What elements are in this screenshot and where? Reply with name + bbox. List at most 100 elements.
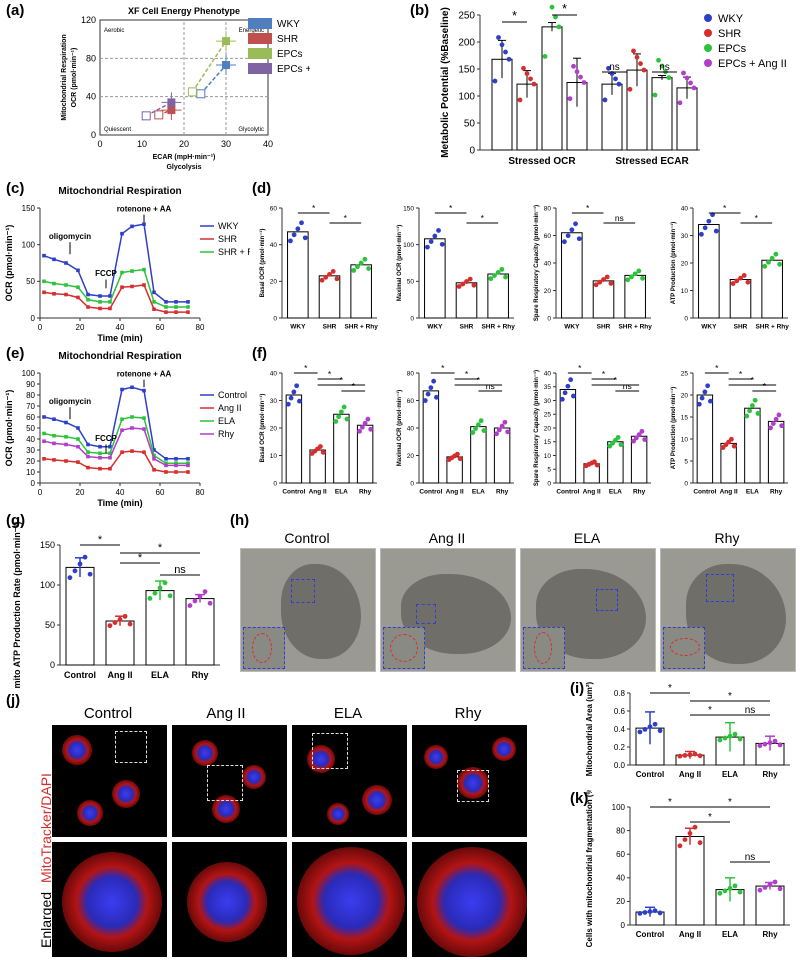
significance-label: *	[312, 203, 316, 213]
significance-label: *	[481, 213, 485, 223]
y-tick-label: 0.6	[614, 707, 626, 716]
data-point	[318, 444, 323, 449]
data-point	[455, 451, 460, 457]
y-tick-label: 0	[31, 479, 36, 488]
data-point	[642, 910, 648, 915]
data-point	[495, 270, 501, 275]
data-point	[492, 273, 497, 278]
data-point	[108, 306, 112, 311]
significance-label: *	[344, 213, 348, 223]
category-label: SHR	[597, 324, 611, 331]
data-point	[98, 306, 102, 311]
chart-metabolic-potential: 0 50 100 150 200 250 Metabolic Potential (%Bas…	[440, 1, 787, 167]
data-point	[130, 426, 134, 430]
data-point	[478, 418, 484, 424]
data-point	[692, 751, 698, 757]
data-point	[164, 300, 168, 304]
data-point	[152, 448, 156, 452]
y-tick-label: 0	[621, 921, 626, 930]
data-point	[499, 42, 505, 48]
significance-label: *	[578, 363, 582, 373]
data-point	[571, 63, 576, 69]
data-point	[341, 404, 347, 410]
y-tick-label: 5	[684, 458, 688, 465]
significance-label: *	[708, 705, 712, 716]
x-tick-label: 20	[76, 488, 85, 497]
quadrant-label: Quiescent	[104, 127, 131, 133]
data-point	[722, 888, 728, 894]
data-point	[67, 575, 73, 581]
data-point	[553, 14, 558, 20]
panel-label-c: (c)	[6, 180, 25, 197]
data-point	[108, 444, 112, 449]
y-tick-label: 20	[407, 453, 415, 460]
data-point	[677, 100, 683, 106]
data-point	[64, 420, 68, 425]
data-point	[42, 279, 46, 284]
data-point	[631, 438, 636, 444]
category-label: Ang II	[446, 489, 464, 496]
confocal-control	[52, 725, 167, 837]
data-point	[731, 443, 737, 449]
y-tick-label: 0	[684, 315, 688, 322]
data-point	[772, 879, 778, 885]
data-point	[773, 416, 779, 422]
data-point	[652, 908, 658, 914]
data-point	[464, 279, 469, 284]
data-point	[192, 598, 198, 604]
data-point	[565, 383, 571, 389]
enlarged-rhy	[412, 842, 527, 957]
data-point	[365, 416, 371, 422]
significance-label: *	[751, 375, 755, 385]
data-point	[164, 470, 168, 474]
y-tick-label: 30	[544, 398, 552, 405]
data-point	[76, 268, 80, 273]
y-tick-label: 80	[407, 370, 415, 377]
data-point	[187, 603, 193, 608]
category-label: ELA	[746, 489, 759, 496]
legend-marker	[704, 14, 712, 22]
data-point	[147, 596, 153, 601]
y-tick-label: 20	[270, 279, 278, 286]
data-point	[757, 743, 763, 749]
data-point	[767, 882, 773, 888]
data-point	[684, 75, 690, 81]
data-point	[42, 290, 46, 295]
x-tick-label: 0	[38, 323, 43, 332]
series-line	[43, 450, 188, 473]
data-point	[297, 398, 302, 404]
data-point	[302, 235, 308, 241]
data-point	[319, 277, 325, 283]
data-point	[291, 232, 297, 238]
legend-label: ELA	[218, 416, 235, 426]
data-point	[682, 837, 688, 842]
data-point	[738, 275, 743, 281]
data-point	[72, 568, 78, 574]
data-point	[460, 281, 466, 287]
data-point	[186, 463, 190, 468]
data-point	[762, 885, 768, 890]
quadrant-label: Glycolytic	[238, 127, 264, 133]
y-tick-label: 0	[31, 314, 36, 323]
y-tick-label: 10	[681, 436, 689, 443]
data-point	[299, 220, 304, 226]
legend-swatch	[248, 18, 272, 29]
data-point	[747, 408, 752, 414]
confocal-images: MitoTracker/DAPI Enlarged Control Ang II…	[20, 700, 560, 960]
bar	[356, 424, 374, 484]
data-point	[496, 427, 502, 433]
tem-title-angii: Ang II	[428, 530, 466, 546]
series-line	[191, 40, 227, 93]
data-point	[362, 420, 368, 426]
chart-mito-respiration-e: Mitochondrial Respiration 0 10 20 30 40 50 60 70…	[4, 351, 247, 508]
legend-label: EPCs + Ang II	[277, 64, 310, 75]
data-point	[647, 909, 653, 914]
data-point	[708, 398, 713, 404]
significance-label: *	[441, 363, 445, 373]
stressed-point	[222, 37, 230, 46]
data-point	[108, 451, 112, 456]
data-point	[741, 273, 747, 278]
data-point	[615, 435, 621, 440]
data-point	[549, 4, 555, 10]
category-label: ELA	[151, 670, 170, 680]
